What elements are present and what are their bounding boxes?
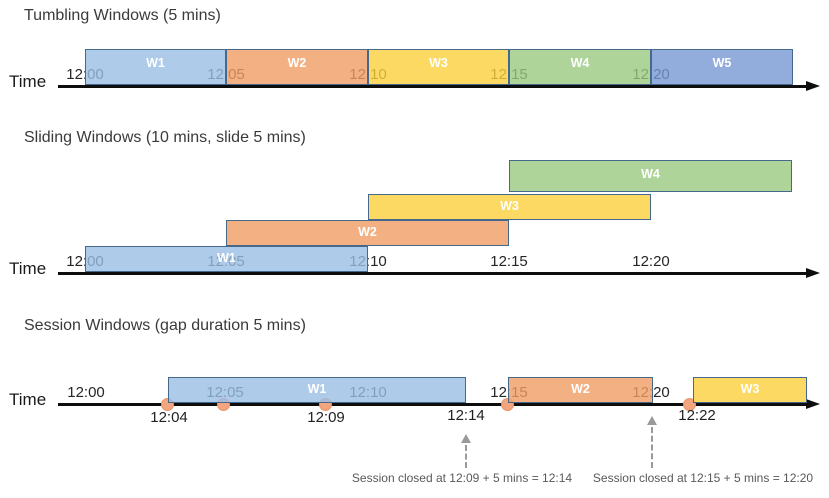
session-window-w2-label: W2 bbox=[571, 382, 590, 396]
sliding-window-w4: W4 bbox=[509, 160, 792, 192]
callout-dashed-line bbox=[465, 445, 467, 468]
session-window-w1-label: W1 bbox=[307, 382, 327, 396]
sliding-window-w2-label: W2 bbox=[358, 225, 377, 239]
callout-arrowhead-icon bbox=[647, 416, 657, 425]
event-time-label: 12:22 bbox=[678, 407, 716, 424]
session-axis-arrowhead-icon bbox=[806, 399, 820, 409]
event-time-label: 12:14 bbox=[447, 407, 485, 424]
sliding-title: Sliding Windows (10 mins, slide 5 mins) bbox=[24, 129, 306, 146]
sliding-window-w3: W3 bbox=[368, 194, 651, 220]
session-closed-annotation-2: Session closed at 12:15 + 5 mins = 12:20 bbox=[592, 471, 814, 485]
session-window-w3: W3 bbox=[693, 377, 807, 403]
sliding-window-w2: W2 bbox=[226, 220, 509, 246]
sliding-axis-arrowhead-icon bbox=[806, 268, 820, 278]
tumbling-window-w4-label: W4 bbox=[570, 56, 590, 70]
sliding-window-w3-label: W3 bbox=[500, 199, 519, 213]
callout-arrowhead-icon bbox=[461, 434, 471, 443]
event-dot-12-22 bbox=[683, 398, 696, 411]
tumbling-window-w4: W4 bbox=[509, 49, 651, 85]
tumbling-axis-label: Time bbox=[9, 72, 47, 91]
tumbling-axis-arrowhead-icon bbox=[806, 81, 820, 91]
session-window-w2: W2 bbox=[508, 377, 653, 403]
session-title: Session Windows (gap duration 5 mins) bbox=[24, 317, 306, 334]
session-tick: 12:00 bbox=[67, 384, 105, 401]
sliding-tick: 12:15 bbox=[490, 253, 528, 270]
session-axis-label: Time bbox=[9, 390, 47, 409]
sliding-window-w1: W1 bbox=[85, 246, 368, 272]
callout-dashed-line bbox=[651, 427, 653, 468]
tumbling-window-w3: W3 bbox=[368, 49, 509, 85]
session-closed-annotation-1: Session closed at 12:09 + 5 mins = 12:14 bbox=[351, 471, 573, 485]
tumbling-title: Tumbling Windows (5 mins) bbox=[24, 7, 221, 24]
session-timeline bbox=[58, 403, 810, 406]
tumbling-window-w1: W1 bbox=[85, 49, 226, 85]
session-window-w1: W1 bbox=[168, 377, 466, 403]
event-time-label: 12:09 bbox=[307, 409, 345, 426]
tumbling-window-w1-label: W1 bbox=[146, 56, 165, 70]
tumbling-timeline bbox=[58, 85, 810, 88]
sliding-window-w1-label: W1 bbox=[217, 251, 236, 265]
event-time-label: 12:04 bbox=[150, 409, 188, 426]
sliding-window-w4-label: W4 bbox=[641, 167, 660, 181]
tumbling-window-w2-label: W2 bbox=[287, 56, 307, 70]
sliding-axis-label: Time bbox=[9, 259, 47, 278]
tumbling-window-w3-label: W3 bbox=[429, 56, 448, 70]
tumbling-window-w2: W2 bbox=[226, 49, 368, 85]
sliding-tick: 12:20 bbox=[632, 253, 670, 270]
session-window-w3-label: W3 bbox=[740, 382, 760, 396]
sliding-timeline bbox=[58, 272, 810, 275]
tumbling-window-w5: W5 bbox=[651, 49, 793, 85]
tumbling-window-w5-label: W5 bbox=[712, 56, 732, 70]
